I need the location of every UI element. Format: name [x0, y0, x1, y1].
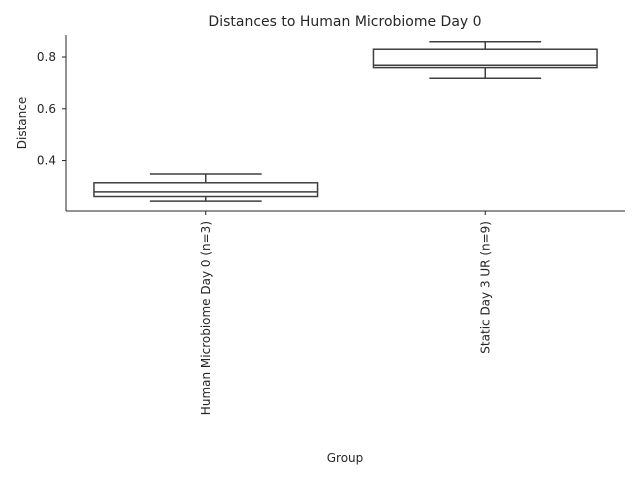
y-ticks: 0.4 0.6 0.8 — [37, 50, 66, 168]
x-tick-label: Static Day 3 UR (n=9) — [478, 221, 492, 354]
y-axis-label: Distance — [15, 97, 29, 149]
box-group — [372, 40, 598, 79]
x-tick-label: Human Microbiome Day 0 (n=3) — [199, 221, 213, 415]
y-tick-label: 0.6 — [37, 102, 56, 116]
box-iqr — [93, 182, 319, 198]
box-group — [93, 173, 319, 202]
y-tick-label: 0.8 — [37, 50, 56, 64]
x-tick-labels: Human Microbiome Day 0 (n=3) Static Day 3… — [199, 211, 492, 415]
y-tick-label: 0.4 — [37, 154, 56, 168]
x-axis-label: Group — [327, 451, 364, 465]
box-series — [93, 40, 598, 202]
chart-title: Distances to Human Microbiome Day 0 — [208, 14, 481, 30]
